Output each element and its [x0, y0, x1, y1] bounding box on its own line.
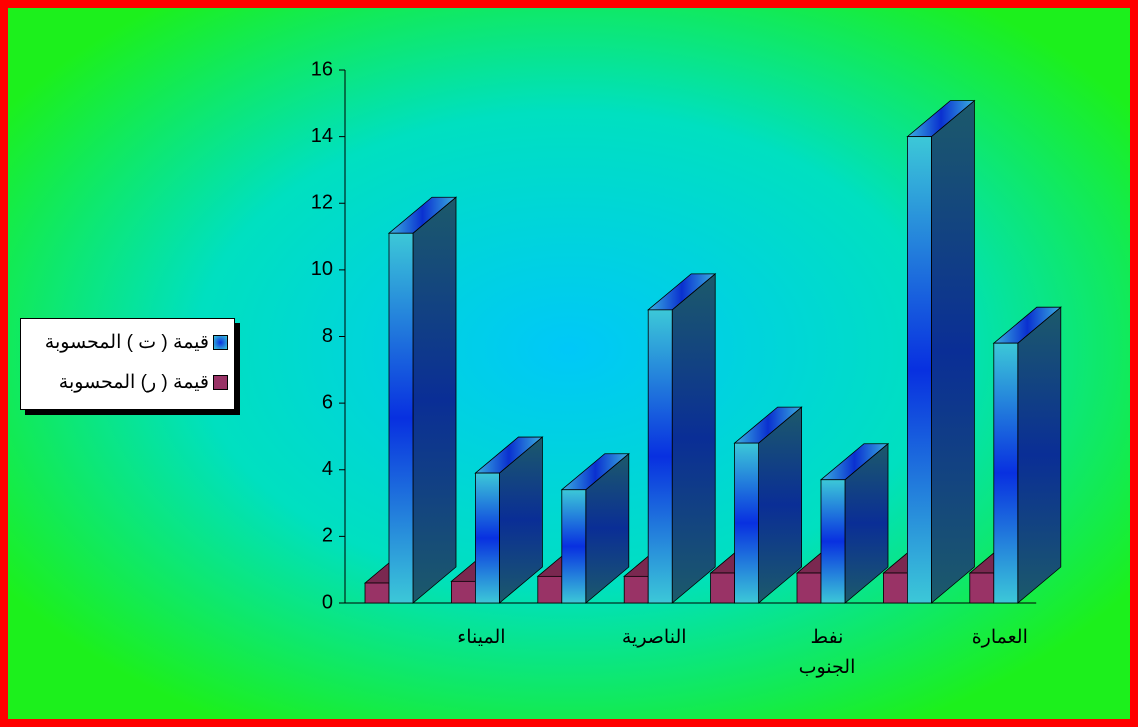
bar: [820, 479, 846, 604]
legend-swatch: [213, 335, 228, 350]
y-tick-label: 6: [322, 391, 333, 413]
bar-side: [1017, 306, 1062, 604]
x-tick-label: الميناء: [457, 627, 506, 648]
legend-label: قيمة ( ت ) المحسوبة: [44, 332, 209, 353]
bar: [561, 489, 587, 604]
y-tick-label: 0: [322, 591, 333, 613]
y-tick-label: 4: [322, 458, 333, 480]
bar-side: [412, 196, 457, 604]
bar-side: [931, 99, 975, 604]
x-tick-label: الناصرية: [621, 627, 687, 648]
bar-side: [671, 272, 716, 604]
legend-item: قيمة ( ر) المحسوبة: [59, 371, 228, 394]
plot: 0 2 4 6 8 10 12 14 16: [311, 58, 1062, 613]
bar: [734, 442, 759, 604]
y-tick-label: 10: [311, 258, 333, 280]
bar: [364, 582, 390, 604]
bar: [388, 232, 414, 604]
bar: [647, 309, 673, 604]
bar: [907, 136, 932, 604]
bar: [474, 472, 500, 604]
legend-item: قيمة ( ت ) المحسوبة: [45, 331, 228, 354]
legend-label: قيمة ( ر) المحسوبة: [58, 372, 209, 393]
bar: [796, 572, 822, 604]
x-tick-label: العمارة: [971, 627, 1028, 648]
bar: [993, 342, 1019, 604]
bar: [537, 575, 563, 604]
legend-swatch: [213, 375, 228, 390]
y-tick-label: 12: [311, 192, 333, 214]
x-tick-label: نفط الجنوب: [798, 627, 856, 678]
bar: [883, 572, 908, 604]
y-tick-label: 14: [311, 125, 333, 147]
bar: [969, 572, 995, 604]
y-tick-label: 8: [322, 325, 333, 347]
bar: [450, 580, 476, 604]
legend: قيمة ( ت ) المحسوبة قيمة ( ر) المحسوبة: [20, 318, 235, 410]
y-tick-label: 2: [322, 525, 333, 547]
bar: [623, 575, 649, 604]
y-tick-label: 16: [311, 58, 333, 80]
bar: [710, 572, 735, 604]
